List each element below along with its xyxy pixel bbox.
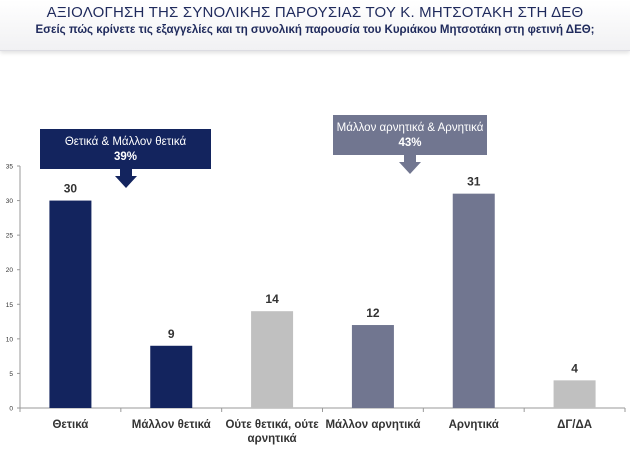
data-label: 9 [168, 327, 175, 341]
callout-arrow [399, 154, 421, 174]
callout-box [333, 115, 487, 155]
y-tick-label: 10 [6, 336, 14, 343]
data-label: 30 [64, 182, 78, 196]
data-label: 14 [265, 292, 279, 306]
callout-label: Μάλλον αρνητικά & Αρνητικά [337, 122, 484, 134]
callout-label: Θετικά & Μάλλον θετικά [65, 136, 187, 148]
y-tick-label: 15 [6, 302, 14, 309]
callout-value: 39% [114, 151, 137, 163]
y-tick-label: 0 [9, 406, 13, 413]
category-label: Ούτε θετικά, ούτε [225, 419, 319, 431]
bar [251, 311, 294, 408]
data-label: 4 [571, 361, 578, 375]
category-label: ΔΓ/ΔΑ [557, 419, 592, 431]
bar [553, 380, 596, 408]
callout-value: 43% [398, 137, 421, 149]
bar [351, 325, 394, 408]
header-banner: ΑΞΙΟΛΟΓΗΣΗ ΤΗΣ ΣΥΝΟΛΙΚΗΣ ΠΑΡΟΥΣΙΑΣ ΤΟΥ Κ… [0, 0, 630, 51]
bar [452, 193, 495, 408]
y-tick-label: 30 [6, 198, 14, 205]
callout-arrow [115, 168, 137, 188]
y-tick-label: 20 [6, 267, 14, 274]
category-label: αρνητικά [248, 433, 297, 445]
bar [49, 200, 92, 408]
category-label: Αρνητικά [449, 419, 499, 431]
bar [150, 345, 193, 408]
page-title: ΑΞΙΟΛΟΓΗΣΗ ΤΗΣ ΣΥΝΟΛΙΚΗΣ ΠΑΡΟΥΣΙΑΣ ΤΟΥ Κ… [46, 4, 584, 21]
y-tick-label: 35 [6, 164, 14, 171]
callout-box [40, 129, 211, 169]
data-label: 12 [366, 306, 380, 320]
y-tick-label: 25 [6, 233, 14, 240]
data-label: 31 [467, 175, 481, 189]
category-label: Θετικά [52, 419, 88, 431]
category-label: Μάλλον αρνητικά [325, 419, 420, 431]
category-label: Μάλλον θετικά [132, 419, 211, 431]
page-subtitle: Εσείς πώς κρίνετε τις εξαγγελίες και τη … [35, 24, 595, 36]
y-tick-label: 5 [9, 371, 13, 378]
